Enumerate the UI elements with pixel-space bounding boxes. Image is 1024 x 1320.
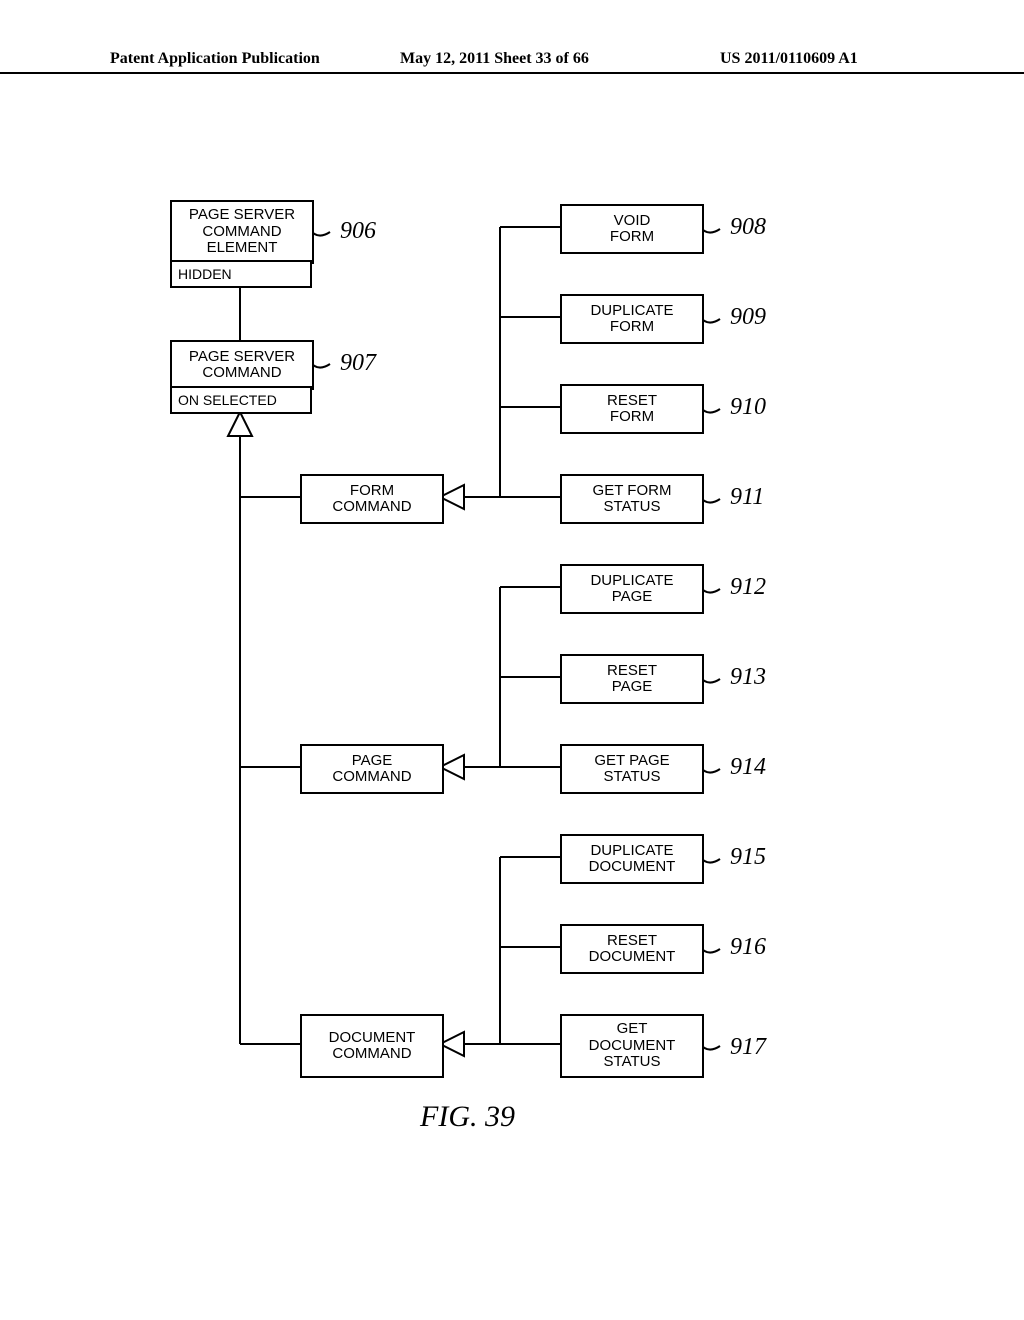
ref-915: 915: [730, 844, 766, 871]
box-text: GET FORM: [593, 483, 672, 500]
ref-907: 907: [340, 350, 376, 377]
box-text: STATUS: [604, 769, 661, 786]
box-text: PAGE SERVER: [189, 349, 295, 366]
box-text: VOID: [614, 213, 651, 230]
ref-912: 912: [730, 574, 766, 601]
box-text: PAGE: [352, 753, 393, 770]
box-duplicate-form: DUPLICATE FORM: [560, 294, 704, 344]
box-page-server-command: PAGE SERVER COMMAND: [170, 340, 314, 390]
box-text: STATUS: [604, 499, 661, 516]
box-document-command: DOCUMENT COMMAND: [300, 1014, 444, 1078]
box-page-server-command-element: PAGE SERVER COMMAND ELEMENT: [170, 200, 314, 264]
box-text: PAGE: [612, 679, 653, 696]
box-reset-document: RESET DOCUMENT: [560, 924, 704, 974]
box-text: DUPLICATE: [590, 573, 673, 590]
ref-917: 917: [730, 1034, 766, 1061]
box-page-command: PAGE COMMAND: [300, 744, 444, 794]
box-get-document-status: GET DOCUMENT STATUS: [560, 1014, 704, 1078]
box-void-form: VOID FORM: [560, 204, 704, 254]
box-form-command: FORM COMMAND: [300, 474, 444, 524]
box-text: COMMAND: [202, 224, 281, 241]
box-text: RESET: [607, 663, 657, 680]
box-text: GET PAGE: [594, 753, 669, 770]
box-text: GET: [617, 1021, 648, 1038]
box-text: DOCUMENT: [329, 1030, 416, 1047]
ref-906: 906: [340, 218, 376, 245]
box-text: DUPLICATE: [590, 303, 673, 320]
box-text: COMMAND: [332, 1046, 411, 1063]
box-text: PAGE SERVER: [189, 207, 295, 224]
ref-911: 911: [730, 484, 764, 511]
box-text: RESET: [607, 933, 657, 950]
box-duplicate-page: DUPLICATE PAGE: [560, 564, 704, 614]
box-text: FORM: [610, 409, 654, 426]
box-text: COMMAND: [202, 365, 281, 382]
box-reset-form: RESET FORM: [560, 384, 704, 434]
box-text: FORM: [610, 319, 654, 336]
box-text: DOCUMENT: [589, 1038, 676, 1055]
box-text: COMMAND: [332, 499, 411, 516]
ref-914: 914: [730, 754, 766, 781]
ref-908: 908: [730, 214, 766, 241]
page-container: Patent Application Publication May 12, 2…: [0, 0, 1024, 1320]
box-reset-page: RESET PAGE: [560, 654, 704, 704]
box-text: FORM: [610, 229, 654, 246]
ref-913: 913: [730, 664, 766, 691]
box-text: PAGE: [612, 589, 653, 606]
ref-909: 909: [730, 304, 766, 331]
box-hidden: HIDDEN: [170, 260, 312, 288]
figure-caption: FIG. 39: [420, 1100, 515, 1134]
box-text: ELEMENT: [207, 240, 278, 257]
box-get-page-status: GET PAGE STATUS: [560, 744, 704, 794]
box-text: DUPLICATE: [590, 843, 673, 860]
box-text: RESET: [607, 393, 657, 410]
box-text: DOCUMENT: [589, 859, 676, 876]
box-text: STATUS: [604, 1054, 661, 1071]
ref-910: 910: [730, 394, 766, 421]
ref-916: 916: [730, 934, 766, 961]
box-duplicate-document: DUPLICATE DOCUMENT: [560, 834, 704, 884]
box-text: DOCUMENT: [589, 949, 676, 966]
box-get-form-status: GET FORM STATUS: [560, 474, 704, 524]
box-text: COMMAND: [332, 769, 411, 786]
box-text: FORM: [350, 483, 394, 500]
box-on-selected: ON SELECTED: [170, 386, 312, 414]
